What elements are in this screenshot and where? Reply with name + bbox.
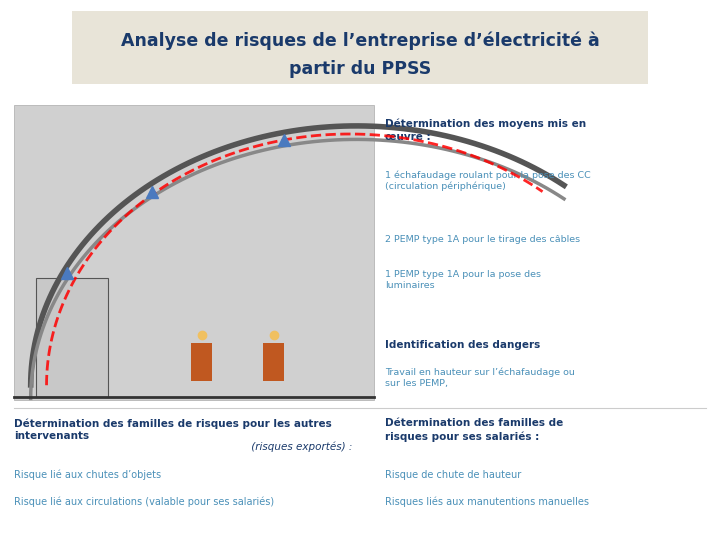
Text: Risque lié aux circulations (valable pour ses salariés): Risque lié aux circulations (valable pou… — [14, 497, 274, 507]
Text: Analyse de risques de l’entreprise d’électricité à: Analyse de risques de l’entreprise d’éle… — [121, 31, 599, 50]
Text: partir du PPSS: partir du PPSS — [289, 59, 431, 78]
Text: Détermination des moyens mis en
œuvre :: Détermination des moyens mis en œuvre : — [385, 119, 586, 143]
Text: 1 échafaudage roulant pour la pose des CC
(circulation périphérique): 1 échafaudage roulant pour la pose des C… — [385, 170, 591, 191]
FancyBboxPatch shape — [36, 278, 108, 397]
Text: 2 PEMP type 1A pour le tirage des câbles: 2 PEMP type 1A pour le tirage des câbles — [385, 235, 580, 244]
FancyBboxPatch shape — [263, 343, 284, 381]
Text: Travail en hauteur sur l’échafaudage ou
sur les PEMP,: Travail en hauteur sur l’échafaudage ou … — [385, 367, 575, 388]
Text: 1 PEMP type 1A pour la pose des
luminaires: 1 PEMP type 1A pour la pose des luminair… — [385, 270, 541, 290]
FancyBboxPatch shape — [72, 11, 648, 84]
Text: Risque lié aux chutes d’objets: Risque lié aux chutes d’objets — [14, 470, 161, 480]
FancyBboxPatch shape — [191, 343, 212, 381]
Text: Risque de chute de hauteur: Risque de chute de hauteur — [385, 470, 521, 480]
Text: Détermination des familles de
risques pour ses salariés :: Détermination des familles de risques po… — [385, 418, 564, 442]
Text: Identification des dangers: Identification des dangers — [385, 340, 541, 350]
Text: (risques exportés) :: (risques exportés) : — [248, 441, 353, 451]
Text: Risques liés aux manutentions manuelles: Risques liés aux manutentions manuelles — [385, 497, 589, 507]
Text: Détermination des familles de risques pour les autres
intervenants: Détermination des familles de risques po… — [14, 418, 332, 441]
FancyBboxPatch shape — [14, 105, 374, 400]
